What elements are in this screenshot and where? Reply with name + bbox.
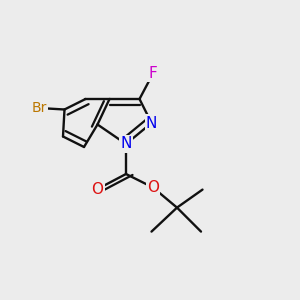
Text: O: O — [92, 182, 104, 196]
Text: O: O — [147, 180, 159, 195]
Text: Br: Br — [31, 101, 47, 115]
Text: F: F — [148, 66, 158, 81]
Text: N: N — [120, 136, 132, 152]
Text: N: N — [146, 116, 157, 130]
